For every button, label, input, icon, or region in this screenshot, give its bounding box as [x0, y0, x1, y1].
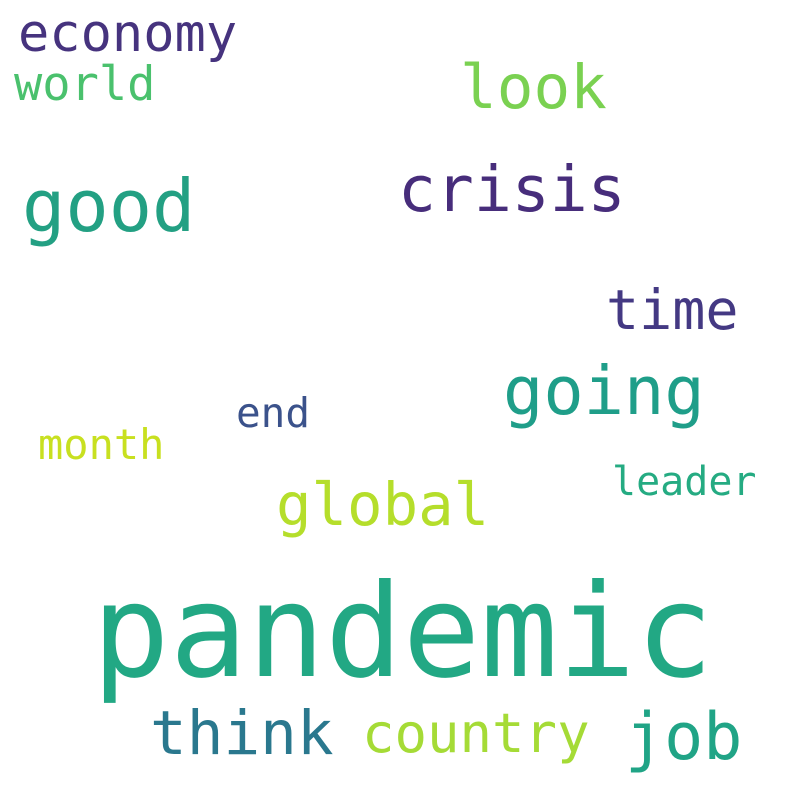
word-month: month: [38, 420, 165, 469]
word-leader: leader: [612, 459, 757, 505]
word-look: look: [460, 52, 607, 123]
word-job: job: [625, 700, 743, 775]
word-country: country: [362, 702, 590, 765]
word-pandemic: pandemic: [92, 557, 714, 707]
word-global: global: [276, 470, 490, 539]
word-time: time: [606, 278, 739, 342]
word-end: end: [236, 389, 311, 437]
word-crisis: crisis: [398, 153, 626, 226]
word-economy: economy: [18, 4, 238, 64]
word-going: going: [503, 352, 705, 430]
word-good: good: [22, 164, 196, 248]
word-world: world: [14, 57, 156, 112]
word-think: think: [150, 698, 334, 769]
